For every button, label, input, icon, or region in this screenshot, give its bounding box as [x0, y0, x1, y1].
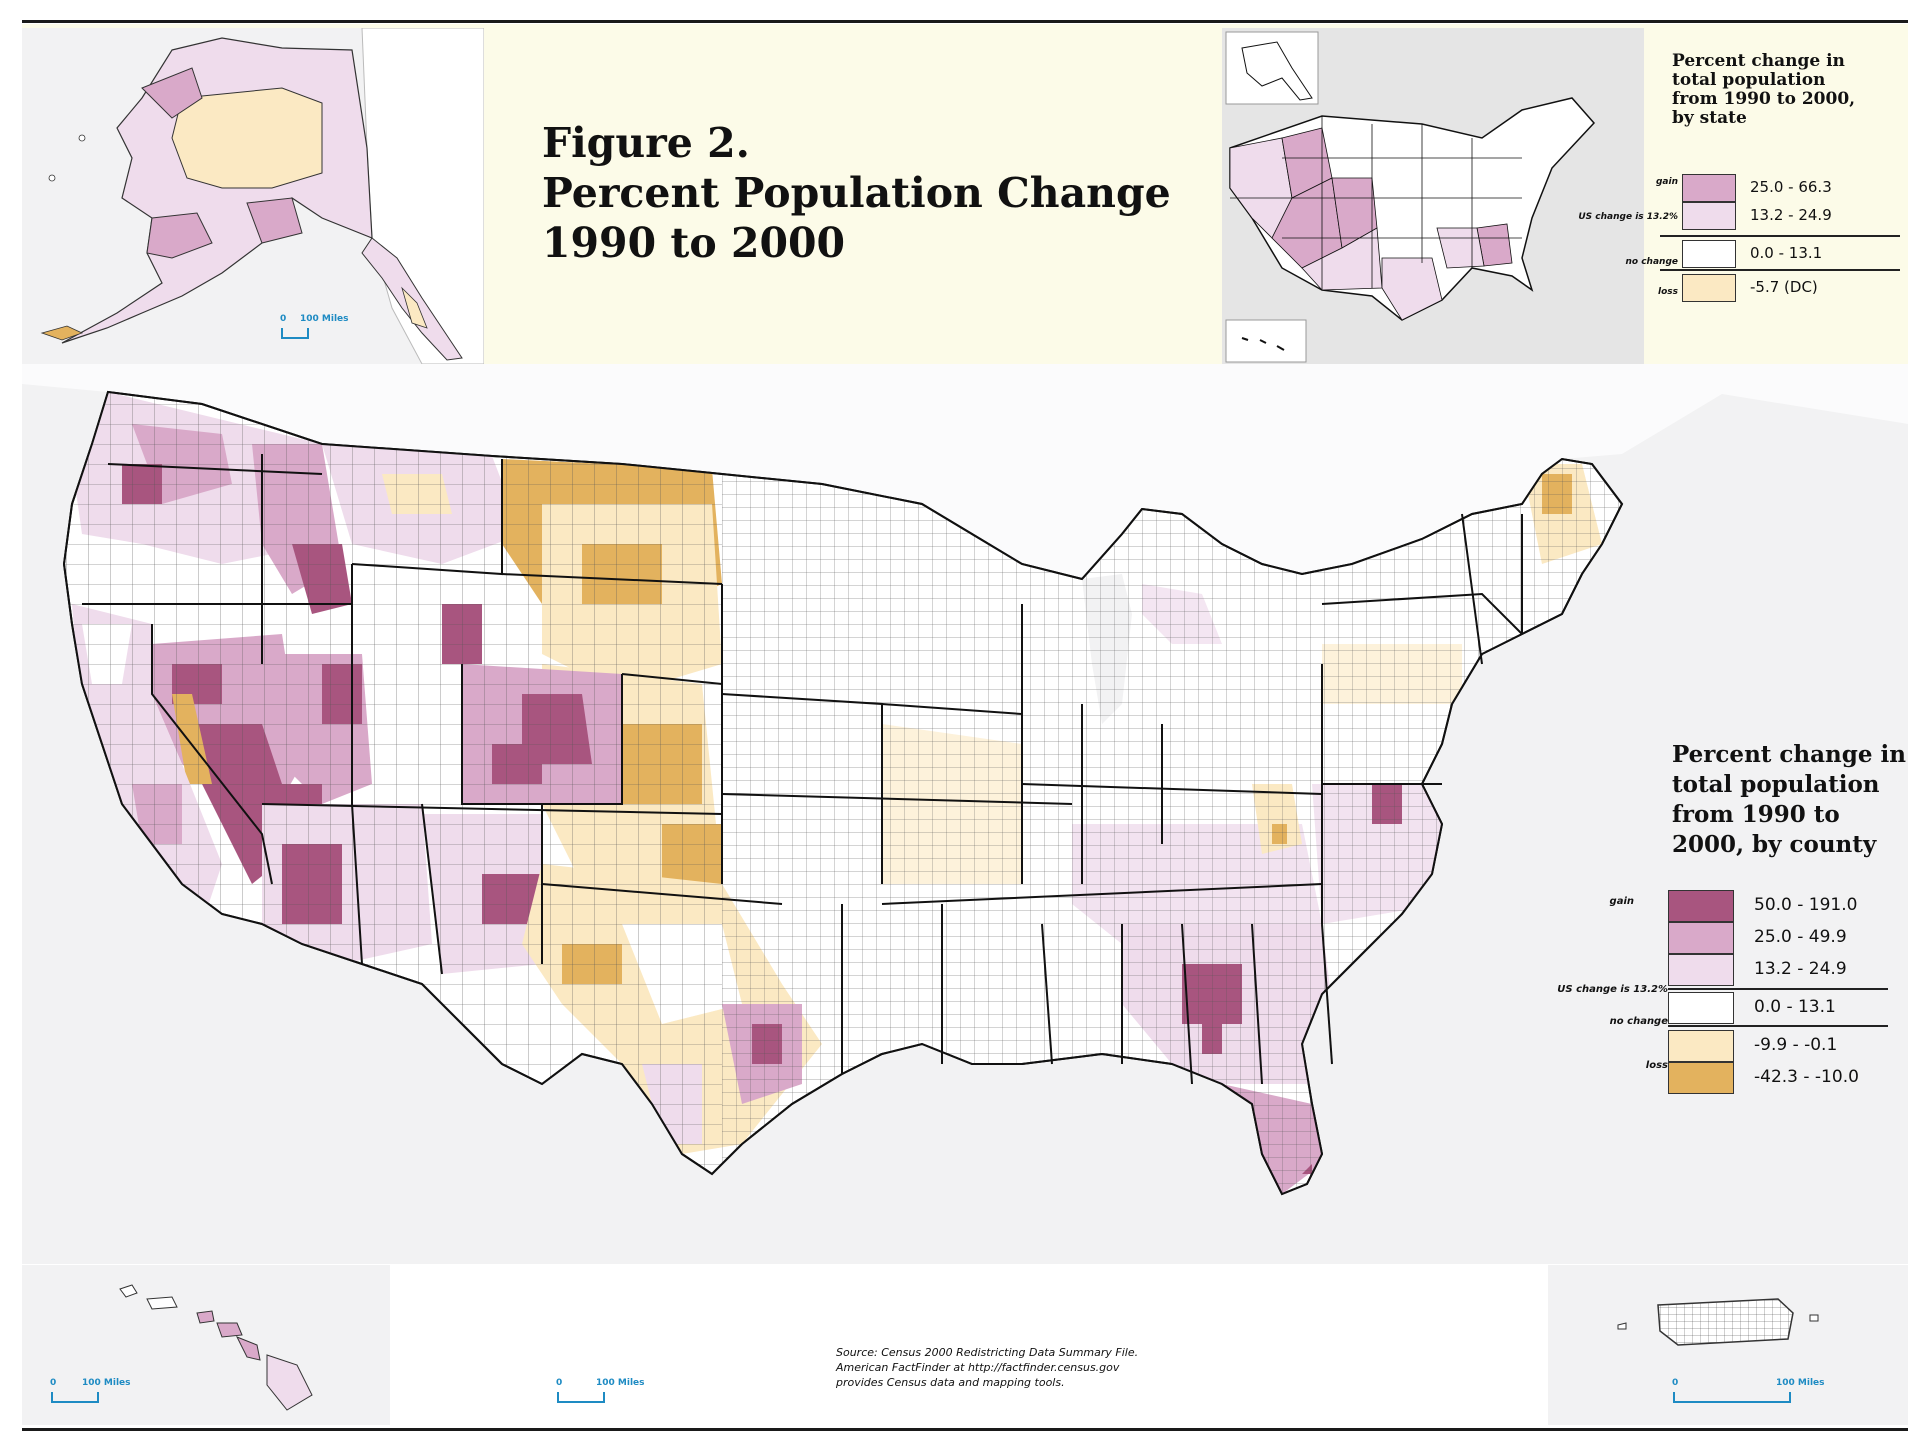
source-line-2: American FactFinder at http://factfinder…	[836, 1361, 1120, 1374]
state-legend-title: Percent change in total population from …	[1672, 51, 1856, 128]
puerto-rico-map	[1548, 1265, 1908, 1425]
county-legend-swatch-3	[1668, 954, 1734, 986]
county-legend-us-line	[1668, 988, 1888, 990]
conus-scale-zero: 0	[556, 1378, 563, 1388]
puerto-rico-scale-distance: 100 Miles	[1776, 1378, 1825, 1388]
county-map	[22, 364, 1908, 1264]
state-legend-swatch-3	[1682, 240, 1736, 268]
conus-scale-distance: 100 Miles	[596, 1378, 645, 1388]
state-legend-swatch-4	[1682, 274, 1736, 302]
state-legend-no-change-label: no change	[1625, 257, 1679, 267]
state-legend-label-2: 13.2 - 24.9	[1750, 206, 1832, 224]
state-legend-gain-label: gain	[1655, 177, 1678, 187]
county-legend-label-2: 25.0 - 49.9	[1754, 927, 1847, 947]
county-legend-loss-label: loss	[1645, 1060, 1668, 1071]
bottom-rule	[22, 1428, 1908, 1431]
county-legend-swatch-2	[1668, 922, 1734, 954]
puerto-rico-scale-bar: 0 100 Miles	[1672, 1378, 1825, 1406]
conus-scale-bar: 0 100 Miles	[556, 1378, 645, 1406]
state-legend-label-3: 0.0 - 13.1	[1750, 244, 1823, 262]
figure-number: Figure 2.	[542, 119, 750, 167]
state-legend-us-change-label: US change is 13.2%	[1578, 212, 1678, 222]
state-legend-swatch-2	[1682, 202, 1736, 230]
puerto-rico-scale-zero: 0	[1672, 1378, 1679, 1388]
source-line-1: Source: Census 2000 Redistricting Data S…	[836, 1346, 1139, 1359]
county-legend: Percent change in total population from …	[1500, 740, 1910, 1100]
county-legend-label-5: -9.9 - -0.1	[1754, 1035, 1838, 1055]
alaska-scale-distance: 100 Miles	[300, 314, 349, 324]
hawaii-scale-zero: 0	[50, 1378, 57, 1388]
hawaii-map	[22, 1265, 390, 1425]
top-rule	[22, 20, 1908, 23]
source-line-3: provides Census data and mapping tools.	[836, 1376, 1065, 1389]
figure-heading: Percent Population Change	[542, 169, 1171, 217]
county-legend-label-4: 0.0 - 13.1	[1754, 997, 1836, 1017]
county-legend-label-6: -42.3 - -10.0	[1754, 1067, 1859, 1087]
puerto-rico-inset: 0 100 Miles	[1548, 1265, 1908, 1425]
county-legend-zero-line	[1668, 1025, 1888, 1027]
figure-years: 1990 to 2000	[542, 219, 846, 267]
county-legend-no-change-label: no change	[1609, 1016, 1668, 1027]
county-map-area	[22, 364, 1908, 1264]
hawaii-scale-bar: 0 100 Miles	[50, 1378, 131, 1406]
county-legend-label-3: 13.2 - 24.9	[1754, 959, 1847, 979]
hawaii-scale-distance: 100 Miles	[82, 1378, 131, 1388]
alaska-inset: 0 100 Miles	[22, 28, 484, 364]
state-legend: Percent change in total population from …	[1578, 51, 1910, 352]
state-borders	[63, 391, 1623, 1195]
county-legend-label-1: 50.0 - 191.0	[1754, 895, 1858, 915]
figure-title: Figure 2. Percent Population Change 1990…	[542, 118, 1171, 268]
state-legend-label-4: -5.7 (DC)	[1750, 278, 1818, 296]
county-legend-swatch-4	[1668, 992, 1734, 1024]
state-legend-loss-label: loss	[1658, 287, 1678, 297]
state-map	[1222, 28, 1644, 364]
state-legend-swatch-1	[1682, 174, 1736, 202]
state-legend-us-line	[1660, 235, 1900, 237]
state-legend-zero-line	[1660, 269, 1900, 271]
state-legend-label-1: 25.0 - 66.3	[1750, 178, 1832, 196]
source-note: Source: Census 2000 Redistricting Data S…	[836, 1345, 1256, 1390]
county-legend-swatch-1	[1668, 890, 1734, 922]
county-legend-swatch-6	[1668, 1062, 1734, 1094]
state-map-inset	[1222, 28, 1644, 364]
alaska-scale-zero: 0	[280, 314, 287, 324]
county-legend-title: Percent change in total population from …	[1672, 741, 1906, 858]
hawaii-inset: 0 100 Miles	[22, 1265, 390, 1425]
county-legend-us-change-label: US change is 13.2%	[1557, 984, 1668, 995]
alaska-map	[22, 28, 484, 364]
county-legend-gain-label: gain	[1609, 896, 1634, 907]
alaska-scale-bar: 0 100 Miles	[280, 314, 349, 342]
county-legend-swatch-5	[1668, 1030, 1734, 1062]
